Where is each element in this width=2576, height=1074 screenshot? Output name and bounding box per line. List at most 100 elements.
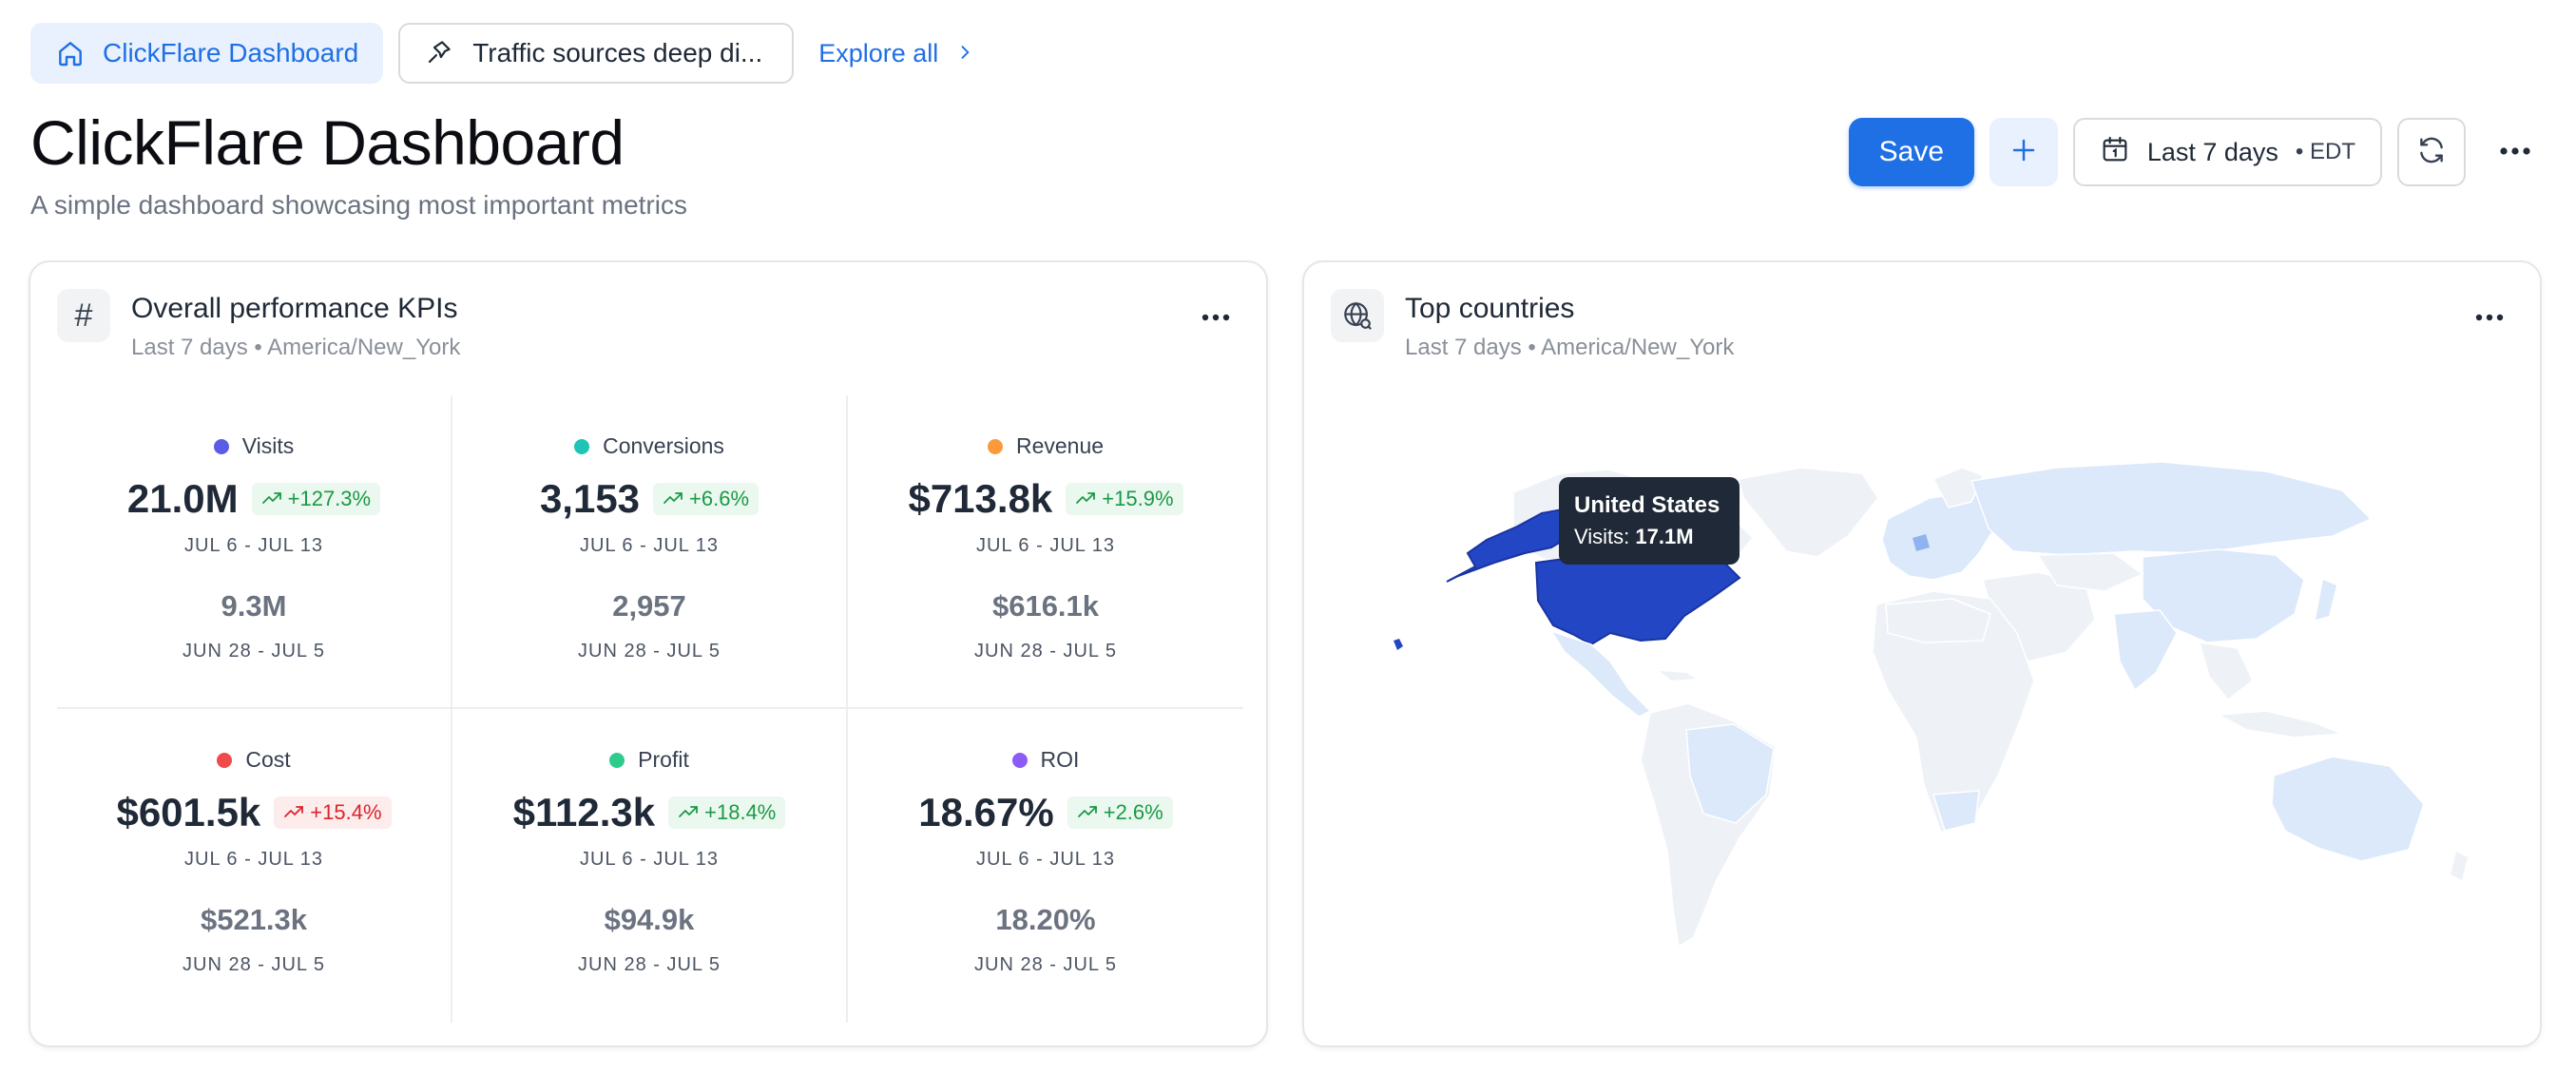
kpi-current-range: JUL 6 - JUL 13 xyxy=(976,535,1115,556)
map-mexico[interactable] xyxy=(1549,629,1652,718)
kpi-value: $112.3k xyxy=(512,790,656,834)
kpi-value: 3,153 xyxy=(539,476,641,521)
countries-card-header: Top countries Last 7 days • America/New_… xyxy=(1331,289,1734,361)
map-new-zealand[interactable] xyxy=(2451,852,2468,880)
legend-dot xyxy=(217,752,233,768)
map-brazil[interactable] xyxy=(1685,723,1775,824)
kpi-previous-range: JUN 28 - JUL 5 xyxy=(974,954,1117,975)
kpi-card-title: Overall performance KPIs xyxy=(131,293,458,324)
kpi-label-text: Cost xyxy=(245,747,291,772)
trend-up-icon xyxy=(261,487,282,511)
kpi-previous-value: $94.9k xyxy=(604,903,695,936)
kpi-delta-value: +2.6% xyxy=(1103,800,1163,824)
tab-traffic-sources[interactable]: Traffic sources deep di... xyxy=(398,23,795,84)
refresh-icon xyxy=(2415,134,2448,171)
map-southeast-asia[interactable] xyxy=(2198,642,2254,701)
kpi-label-text: Profit xyxy=(638,747,689,772)
trend-up-icon xyxy=(283,800,304,825)
page-subtitle: A simple dashboard showcasing most impor… xyxy=(30,190,687,220)
kpi-delta-badge: +15.4% xyxy=(274,796,392,829)
map-north-africa[interactable] xyxy=(1885,598,1991,643)
kpi-delta-badge: +2.6% xyxy=(1067,796,1173,829)
dashboard-tabs: ClickFlare Dashboard Traffic sources dee… xyxy=(30,23,974,84)
date-range-picker[interactable]: Last 7 days • EDT xyxy=(2072,118,2382,186)
kpi-value: $713.8k xyxy=(908,476,1053,521)
kpi-previous-value: $521.3k xyxy=(200,903,308,936)
kpi-card-header: # Overall performance KPIs Last 7 days •… xyxy=(57,289,460,361)
world-map[interactable] xyxy=(1306,376,2542,1042)
add-widget-button[interactable] xyxy=(1989,118,2058,186)
chevron-right-icon xyxy=(955,39,974,68)
kpi-label: Cost xyxy=(217,747,291,773)
home-icon xyxy=(55,38,86,68)
tooltip-country: United States xyxy=(1574,492,1721,518)
page-title: ClickFlare Dashboard xyxy=(30,107,625,178)
kpi-delta-value: +6.6% xyxy=(689,487,750,510)
more-options-button[interactable] xyxy=(2481,118,2549,186)
map-south-africa[interactable] xyxy=(1932,790,1980,832)
trend-up-icon xyxy=(663,487,683,511)
kpi-previous-range: JUN 28 - JUL 5 xyxy=(974,641,1117,662)
legend-dot xyxy=(1011,752,1028,768)
map-africa[interactable] xyxy=(1872,590,2035,834)
kpi-tile-visits: Visits 21.0M +127.3% JUL 6 - JUL 13 9.3M JUN … xyxy=(57,395,452,709)
map-australia[interactable] xyxy=(2271,756,2425,862)
legend-dot xyxy=(213,438,229,454)
map-united-states[interactable] xyxy=(1534,556,1741,646)
map-alaska[interactable] xyxy=(1446,508,1572,583)
map-india[interactable] xyxy=(2113,609,2178,692)
map-russia[interactable] xyxy=(1970,461,2373,556)
kpi-label: Conversions xyxy=(574,433,724,459)
kpi-tile-roi: ROI 18.67% +2.6% JUL 6 - JUL 13 18.20% JUN 28… xyxy=(848,709,1243,1023)
kpi-current-range: JUL 6 - JUL 13 xyxy=(580,535,719,556)
legend-dot xyxy=(574,438,590,454)
kpi-value: $601.5k xyxy=(116,790,261,834)
kpi-label-text: Conversions xyxy=(603,433,724,458)
map-tooltip: United States Visits: 17.1M xyxy=(1559,477,1740,565)
globe-icon xyxy=(1331,289,1384,342)
kpi-card: # Overall performance KPIs Last 7 days •… xyxy=(29,260,1268,1047)
kpi-label: ROI xyxy=(1011,747,1079,773)
map-hawaii[interactable] xyxy=(1394,639,1403,650)
kpi-previous-range: JUN 28 - JUL 5 xyxy=(578,954,721,975)
kpi-tile-profit: Profit $112.3k +18.4% JUL 6 - JUL 13 $94.9k J… xyxy=(452,709,848,1023)
pin-icon xyxy=(425,38,455,68)
more-horizontal-icon xyxy=(2499,144,2531,161)
explore-all-link[interactable]: Explore all xyxy=(818,39,974,68)
kpi-main: $601.5k +15.4% xyxy=(116,790,392,835)
more-horizontal-icon xyxy=(2475,309,2504,326)
top-countries-card: Top countries Last 7 days • America/New_… xyxy=(1302,260,2542,1047)
kpi-delta-value: +15.9% xyxy=(1102,487,1174,510)
kpi-delta-badge: +127.3% xyxy=(251,483,381,515)
tooltip-value: Visits: 17.1M xyxy=(1574,525,1724,549)
kpi-delta-badge: +6.6% xyxy=(653,483,759,515)
kpi-label: Profit xyxy=(609,747,689,773)
kpi-delta-value: +18.4% xyxy=(704,800,777,824)
kpi-previous-value: $616.1k xyxy=(991,589,1100,623)
save-button[interactable]: Save xyxy=(1848,118,1974,186)
tooltip-metric: Visits: xyxy=(1574,525,1630,548)
countries-card-menu-button[interactable] xyxy=(2466,298,2513,336)
map-greenland[interactable] xyxy=(1738,467,1879,558)
kpi-main: 21.0M +127.3% xyxy=(127,476,381,522)
map-germany[interactable] xyxy=(1913,534,1930,551)
map-japan[interactable] xyxy=(2316,580,2336,620)
kpi-label: Revenue xyxy=(987,433,1104,459)
map-indonesia[interactable] xyxy=(2216,710,2343,738)
kpi-current-range: JUL 6 - JUL 13 xyxy=(184,535,323,556)
kpi-delta-value: +127.3% xyxy=(287,487,372,510)
kpi-tile-cost: Cost $601.5k +15.4% JUL 6 - JUL 13 $521.3k JU… xyxy=(57,709,452,1023)
tab-clickflare-dashboard[interactable]: ClickFlare Dashboard xyxy=(30,23,384,84)
kpi-previous-range: JUN 28 - JUL 5 xyxy=(183,641,325,662)
map-kazakhstan[interactable] xyxy=(2036,552,2144,592)
more-horizontal-icon xyxy=(1201,309,1230,326)
legend-dot xyxy=(609,752,625,768)
kpi-delta-badge: +18.4% xyxy=(668,796,786,829)
kpi-card-subtitle: Last 7 days • America/New_York xyxy=(131,335,461,360)
kpi-previous-value: 18.20% xyxy=(995,903,1096,936)
kpi-value: 18.67% xyxy=(918,790,1054,834)
header-actions: Save Last 7 days • EDT xyxy=(1848,118,2549,186)
kpi-delta-value: +15.4% xyxy=(310,800,382,824)
refresh-button[interactable] xyxy=(2397,118,2466,186)
kpi-card-menu-button[interactable] xyxy=(1192,298,1240,336)
